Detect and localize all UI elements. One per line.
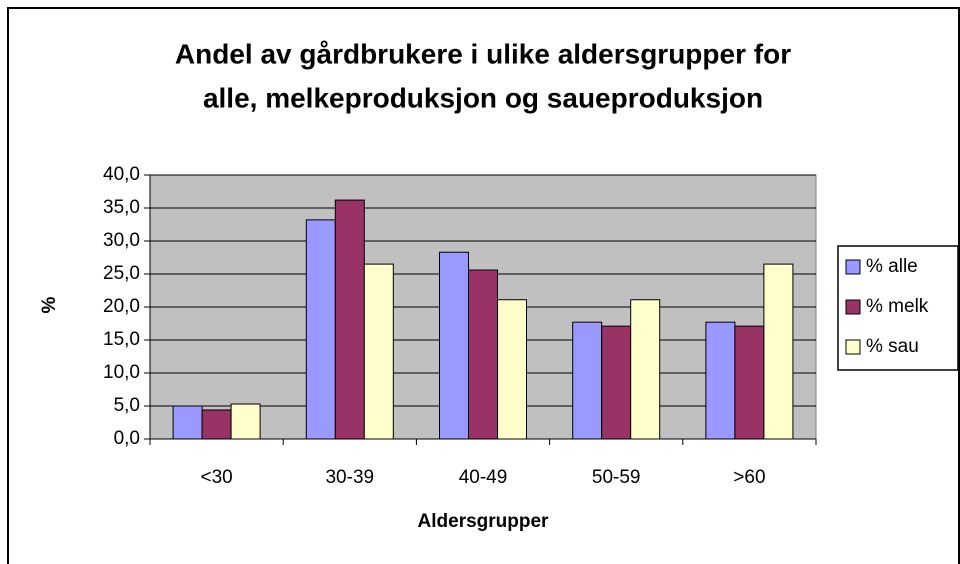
y-tick-label: 25,0 <box>103 263 140 284</box>
bar <box>439 251 469 440</box>
legend-swatch <box>845 259 861 275</box>
bar <box>201 409 232 440</box>
bar <box>734 325 765 440</box>
x-tick-label: <30 <box>200 467 232 488</box>
legend-label: % alle <box>866 256 918 277</box>
y-axis-label: % <box>39 296 60 313</box>
bar <box>601 325 632 440</box>
y-tick-label: 10,0 <box>103 362 140 383</box>
bar <box>705 321 736 440</box>
legend-label: % sau <box>866 336 919 357</box>
bar <box>497 299 527 440</box>
bar <box>172 405 203 440</box>
x-axis-label: Aldersgrupper <box>418 511 550 532</box>
bar <box>763 263 794 440</box>
bar <box>334 199 365 440</box>
bar <box>305 219 336 440</box>
x-tick-label: 30-39 <box>325 467 374 488</box>
chart-title: alle, melkeproduksjon og saueproduksjon <box>203 82 763 113</box>
chart-title: Andel av gårdbrukere i ulike aldersgrupp… <box>175 38 791 69</box>
x-tick-label: >60 <box>733 467 765 488</box>
y-tick-label: 15,0 <box>103 329 140 350</box>
legend-label: % melk <box>866 296 929 317</box>
legend-swatch <box>845 299 861 315</box>
y-tick-label: 30,0 <box>103 230 140 251</box>
x-tick-label: 50-59 <box>592 467 641 488</box>
bar <box>230 403 261 440</box>
y-tick-label: 35,0 <box>103 197 140 218</box>
bar <box>363 263 394 440</box>
bar <box>572 321 603 440</box>
bar <box>468 269 498 440</box>
y-tick-label: 5,0 <box>114 395 140 416</box>
bar <box>630 299 661 440</box>
x-tick-label: 40-49 <box>459 467 508 488</box>
y-tick-label: 40,0 <box>103 164 140 185</box>
y-tick-label: 0,0 <box>114 428 140 449</box>
y-tick-label: 20,0 <box>103 296 140 317</box>
legend-swatch <box>845 339 861 355</box>
